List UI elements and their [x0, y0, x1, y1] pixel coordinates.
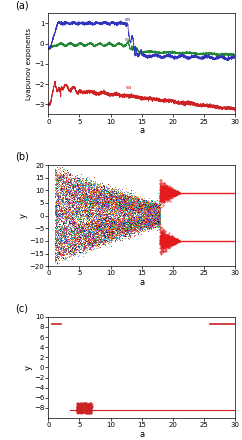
Y-axis label: Lyapunov exponents: Lyapunov exponents: [26, 28, 32, 100]
Text: (a): (a): [15, 0, 29, 10]
Text: e₃: e₃: [126, 85, 132, 90]
X-axis label: a: a: [139, 278, 144, 287]
Text: (c): (c): [15, 304, 28, 314]
Y-axis label: y: y: [23, 365, 32, 370]
Text: e₂: e₂: [124, 37, 130, 42]
X-axis label: a: a: [139, 126, 144, 135]
Y-axis label: y: y: [19, 213, 28, 218]
Text: e₁: e₁: [124, 17, 130, 22]
Text: (b): (b): [15, 152, 29, 162]
X-axis label: a: a: [139, 429, 144, 439]
